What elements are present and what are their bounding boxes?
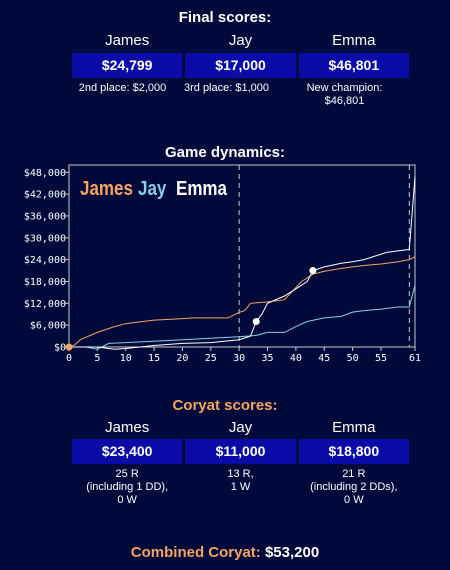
- x-tick-label: 5: [94, 353, 100, 364]
- final-names-row: James Jay Emma: [72, 32, 409, 49]
- series-line-jay: [69, 284, 416, 350]
- coryat-note-emma-line1: 21 R: [342, 468, 366, 480]
- y-tick-label: $6,000: [30, 321, 66, 332]
- coryat-score-jay: $11,000: [185, 439, 296, 464]
- x-tick-label: 20: [176, 353, 188, 364]
- coryat-scores-title: Coryat scores:: [172, 397, 278, 414]
- x-tick-label: 61: [409, 353, 421, 364]
- coryat-note-jay-line2: 1 W: [230, 481, 251, 493]
- final-score-james: $24,799: [72, 53, 183, 78]
- daily-double-marker-2: [309, 267, 317, 275]
- player-name-james: James: [105, 32, 150, 49]
- x-tick-label: 45: [318, 353, 330, 364]
- legend-label-emma: Emma: [176, 177, 228, 200]
- coryat-note-james-line2: (including 1 DD),: [86, 481, 169, 493]
- coryat-note-james-line3: 0 W: [117, 494, 137, 506]
- x-tick-label: 30: [233, 353, 245, 364]
- series-line-james: [68, 256, 416, 348]
- series-line-emma: [69, 176, 416, 350]
- final-scores-title: Final scores:: [178, 9, 272, 26]
- coryat-notes-row: 25 R (including 1 DD), 0 W 13 R, 1 W 21 …: [72, 468, 409, 507]
- coryat-scores-row: $23,400 $11,000 $18,800: [72, 439, 409, 464]
- final-scores-row: $24,799 $17,000 $46,801: [72, 53, 409, 78]
- coryat-note-jay: 13 R, 1 W: [185, 468, 295, 507]
- x-tick-label: 10: [120, 353, 132, 364]
- coryat-name-emma: Emma: [332, 419, 376, 436]
- combined-coryat: Combined Coryat: $53,200: [0, 544, 450, 561]
- game-dynamics-title: Game dynamics:: [164, 144, 286, 161]
- legend-label-jay: Jay: [138, 177, 167, 200]
- legend-label-james: James: [80, 177, 133, 200]
- y-tick-label: $36,000: [24, 211, 66, 222]
- plot-frame: [68, 164, 416, 348]
- coryat-note-james: 25 R (including 1 DD), 0 W: [72, 468, 182, 507]
- final-score-jay: $17,000: [185, 53, 296, 78]
- final-note-emma: New champion: $46,801: [306, 82, 383, 107]
- coryat-note-emma-line2: (including 2 DDs),: [310, 481, 398, 493]
- y-tick-label: $24,000: [24, 255, 66, 266]
- daily-double-marker-1: [252, 318, 260, 326]
- y-tick-label: $18,000: [24, 277, 66, 288]
- coryat-name-james: James: [105, 419, 150, 436]
- coryat-name-jay: Jay: [228, 419, 253, 436]
- x-tick-label: 0: [66, 353, 72, 364]
- y-tick-label: $30,000: [24, 233, 66, 244]
- y-tick-label: $48,000: [24, 168, 66, 179]
- player-name-emma: Emma: [332, 32, 376, 49]
- final-notes-row: 2nd place: $2,000 3rd place: $1,000 New …: [72, 82, 409, 108]
- final-note-jay: 3rd place: $1,000: [183, 82, 269, 94]
- x-tick-label: 55: [375, 353, 387, 364]
- x-tick-label: 35: [262, 353, 274, 364]
- coryat-note-jay-line1: 13 R,: [227, 468, 254, 480]
- y-tick-label: $42,000: [24, 190, 66, 201]
- x-tick-label: 25: [205, 353, 217, 364]
- y-tick-label: $12,000: [24, 299, 66, 310]
- coryat-score-james: $23,400: [72, 439, 183, 464]
- coryat-note-james-line1: 25 R: [115, 468, 139, 480]
- daily-double-marker-0: [65, 343, 73, 351]
- final-note-james: 2nd place: $2,000: [78, 82, 167, 94]
- x-tick-label: 50: [347, 353, 359, 364]
- final-score-emma: $46,801: [298, 53, 409, 78]
- combined-coryat-value: $53,200: [264, 544, 320, 561]
- player-name-jay: Jay: [228, 32, 253, 49]
- coryat-note-emma: 21 R (including 2 DDs), 0 W: [299, 468, 409, 507]
- y-tick-label: $0: [54, 343, 66, 354]
- coryat-names-row: James Jay Emma: [72, 419, 409, 436]
- coryat-note-emma-line3: 0 W: [344, 494, 364, 506]
- coryat-score-emma: $18,800: [298, 439, 409, 464]
- game-dynamics-chart: $0 $6,000 $12,000 $18,000 $24,000 $30,000 $36,…: [24, 164, 421, 364]
- combined-coryat-label: Combined Coryat:: [130, 544, 261, 561]
- x-tick-label: 15: [148, 353, 160, 364]
- x-tick-label: 40: [290, 353, 302, 364]
